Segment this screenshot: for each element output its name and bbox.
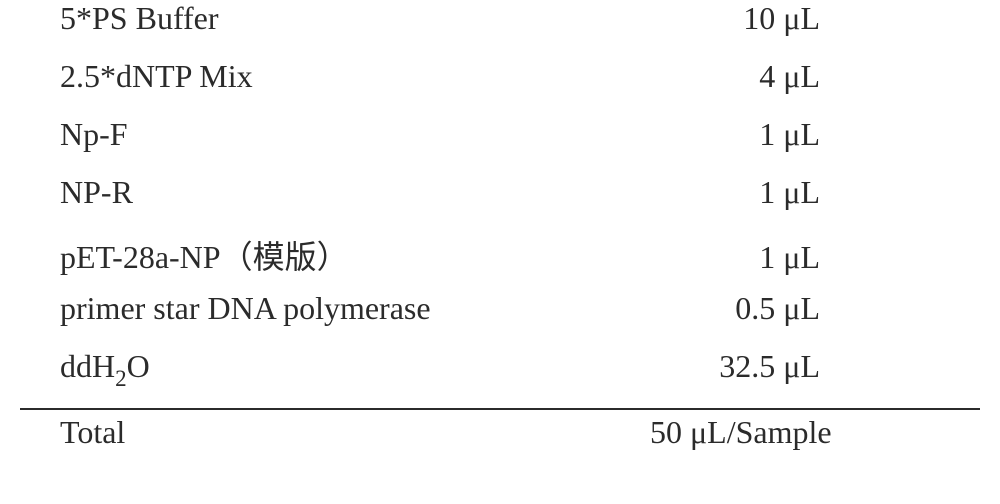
volume-cell: 32.5 μL xyxy=(650,348,1000,385)
volume-cell: 4 μL xyxy=(650,58,1000,95)
table-row: Np-F 1 μL xyxy=(0,116,1000,174)
volume-unit: μL xyxy=(783,348,820,384)
volume-unit: μL xyxy=(783,174,820,210)
total-unit: μL/Sample xyxy=(690,414,832,450)
volume-unit: μL xyxy=(783,290,820,326)
volume-cell: 0.5 μL xyxy=(650,290,1000,327)
table-row: pET-28a-NP（模版） 1 μL xyxy=(0,232,1000,290)
volume-value: 1 xyxy=(759,239,775,275)
component-cell: Np-F xyxy=(0,116,650,153)
component-text: 5*PS Buffer xyxy=(60,0,219,36)
component-text: primer star DNA polymerase xyxy=(60,290,431,326)
total-value-cell: 50 μL/Sample xyxy=(650,414,1000,451)
component-prefix: ddH xyxy=(60,348,115,384)
volume-unit: μL xyxy=(783,0,820,36)
component-cell: ddH2O xyxy=(0,348,650,390)
component-cell: primer star DNA polymerase xyxy=(0,290,650,327)
component-cell: 2.5*dNTP Mix xyxy=(0,58,650,95)
volume-value: 10 xyxy=(743,0,775,36)
component-text: NP-R xyxy=(60,174,133,210)
volume-unit: μL xyxy=(783,239,820,275)
component-cn: （模版） xyxy=(221,239,349,275)
table-row: ddH2O 32.5 μL xyxy=(0,348,1000,406)
component-cell: pET-28a-NP（模版） xyxy=(0,232,650,278)
table-row: 5*PS Buffer 10 μL xyxy=(0,0,1000,58)
total-label-cell: Total xyxy=(0,414,650,451)
table-row: primer star DNA polymerase 0.5 μL xyxy=(0,290,1000,348)
component-text: Np-F xyxy=(60,116,128,152)
volume-cell: 1 μL xyxy=(650,116,1000,153)
table-row: 2.5*dNTP Mix 4 μL xyxy=(0,58,1000,116)
volume-value: 1 xyxy=(759,116,775,152)
component-prefix: pET-28a-NP xyxy=(60,239,221,275)
component-text: 2.5*dNTP Mix xyxy=(60,58,253,94)
volume-cell: 1 μL xyxy=(650,239,1000,276)
table-row: NP-R 1 μL xyxy=(0,174,1000,232)
volume-value: 32.5 xyxy=(719,348,775,384)
volume-unit: μL xyxy=(783,116,820,152)
volume-value: 1 xyxy=(759,174,775,210)
component-subscript: 2 xyxy=(115,365,127,391)
reagent-table: 5*PS Buffer 10 μL 2.5*dNTP Mix 4 μL Np-F… xyxy=(0,0,1000,472)
total-row: Total 50 μL/Sample xyxy=(0,414,1000,472)
component-cell: 5*PS Buffer xyxy=(0,0,650,37)
total-label: Total xyxy=(60,414,125,450)
total-value: 50 xyxy=(650,414,682,450)
volume-value: 4 xyxy=(759,58,775,94)
volume-cell: 10 μL xyxy=(650,0,1000,37)
volume-value: 0.5 xyxy=(735,290,775,326)
component-cell: NP-R xyxy=(0,174,650,211)
volume-unit: μL xyxy=(783,58,820,94)
component-suffix: O xyxy=(127,348,150,384)
volume-cell: 1 μL xyxy=(650,174,1000,211)
horizontal-rule xyxy=(20,408,980,410)
